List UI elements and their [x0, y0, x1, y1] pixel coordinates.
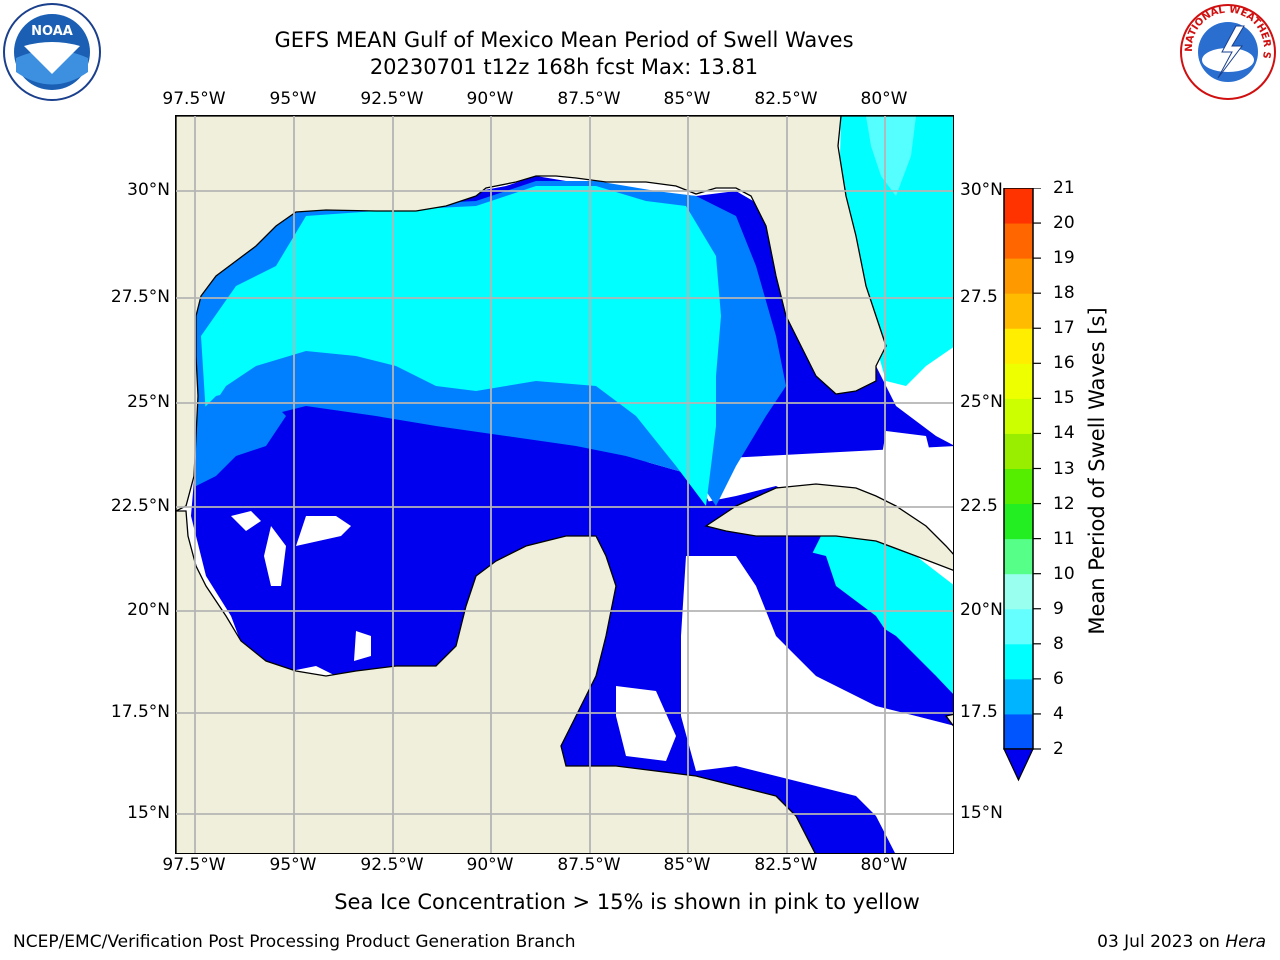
lon-label-top: 92.5°W [360, 89, 424, 109]
lat-label-left: 25°N [127, 392, 170, 412]
colorbar-segment [1004, 433, 1033, 469]
colorbar-tick-label: 6 [1053, 668, 1064, 689]
colorbar-segment [1004, 538, 1033, 575]
lat-label-right: 15°N [960, 803, 1003, 823]
lon-label-bottom: 97.5°W [162, 855, 226, 875]
lon-label-top: 82.5°W [754, 89, 818, 109]
swell-field-caribbean-4-6s [806, 526, 953, 694]
lon-label-bottom: 80°W [860, 855, 908, 875]
map-title: GEFS MEAN Gulf of Mexico Mean Period of … [274, 28, 854, 52]
land-cuba [704, 483, 953, 571]
swell-field-4-6s-south [196, 386, 286, 486]
lon-label-top: 95°W [269, 89, 317, 109]
colorbar-tick-label: 11 [1053, 528, 1075, 549]
sea-ice-note: Sea Ice Concentration > 15% is shown in … [334, 890, 920, 914]
colorbar-tick-label: 21 [1053, 178, 1075, 198]
lat-label-right: 22.5 [960, 496, 998, 516]
land-mexico-central-america [176, 510, 816, 853]
swell-field-caribbean-2-4s [786, 546, 953, 715]
swell-field-atlantic-4-6s [840, 116, 953, 386]
colorbar-segment [1004, 363, 1033, 399]
colorbar-segment [1004, 608, 1033, 645]
colorbar-title: Mean Period of Swell Waves [s] [1085, 307, 1109, 635]
colorbar-tick-label: 2 [1053, 739, 1064, 759]
colorbar-segment [1004, 223, 1033, 259]
colorbar-tick-label: 14 [1053, 423, 1075, 444]
lon-label-bottom: 82.5°W [754, 855, 818, 875]
colorbar-tick-label: 15 [1053, 388, 1075, 409]
colorbar-segments [1004, 188, 1033, 750]
lat-label-left: 22.5°N [110, 496, 170, 516]
lon-label-bottom: 87.5°W [557, 855, 621, 875]
footer-date-text: 03 Jul 2023 [1097, 932, 1194, 952]
svg-text:NOAA: NOAA [31, 24, 73, 39]
colorbar-ticks [1033, 188, 1041, 750]
lat-label-left: 15°N [127, 803, 170, 823]
colorbar-tick-label: 17 [1053, 318, 1075, 339]
footer-branch: NCEP/EMC/Verification Post Processing Pr… [13, 932, 576, 952]
colorbar-tick-label: 10 [1053, 563, 1075, 584]
colorbar-tick-label: 4 [1053, 703, 1064, 724]
footer-on-text: on [1198, 932, 1220, 952]
colorbar-segment [1004, 643, 1033, 680]
lat-label-right: 30°N [960, 180, 1003, 200]
swell-field-atlantic-6-8s [866, 116, 916, 196]
colorbar [1003, 188, 1041, 782]
lon-label-bottom: 85°W [663, 855, 711, 875]
colorbar-segment [1004, 503, 1033, 540]
nws-logo: NATIONAL WEATHER SERVICE [1178, 2, 1276, 100]
land-jamaica [944, 713, 953, 727]
colorbar-tick-label: 13 [1053, 458, 1075, 479]
lon-label-bottom: 92.5°W [360, 855, 424, 875]
colorbar-segment [1004, 398, 1033, 434]
colorbar-segment [1004, 573, 1033, 610]
map-subtitle: 20230701 t12z 168h fcst Max: 13.81 [369, 55, 759, 79]
lon-label-top: 97.5°W [162, 89, 226, 109]
lon-label-bottom: 95°W [269, 855, 317, 875]
swell-field-under-2-gulf [191, 406, 716, 676]
colorbar-segment [1004, 678, 1033, 715]
footer-date: 03 Jul 2023 on Hera [1097, 932, 1266, 952]
lat-label-right: 17.5 [960, 702, 998, 722]
colorbar-tick-label: 18 [1053, 283, 1075, 304]
colorbar-segment [1004, 258, 1033, 294]
lon-label-bottom: 90°W [466, 855, 514, 875]
colorbar-tick-label: 20 [1053, 213, 1075, 234]
colorbar-tick-label: 9 [1053, 598, 1064, 619]
lat-label-left: 30°N [127, 180, 170, 200]
noaa-logo: NOAA [3, 3, 101, 101]
lat-label-right: 27.5 [960, 287, 998, 307]
colorbar-segment [1004, 713, 1033, 750]
colorbar-under-arrow [1003, 748, 1034, 782]
swell-period-map [175, 115, 954, 854]
land-united-states [176, 116, 953, 512]
lon-label-top: 87.5°W [557, 89, 621, 109]
colorbar-tick-label: 16 [1053, 353, 1075, 374]
lat-label-right: 25°N [960, 392, 1003, 412]
colorbar-segment [1004, 328, 1033, 364]
lat-label-left: 20°N [127, 600, 170, 620]
lat-label-left: 27.5°N [110, 287, 170, 307]
lat-label-right: 20°N [960, 600, 1003, 620]
colorbar-segment [1004, 468, 1033, 505]
map-canvas [176, 116, 953, 853]
lon-label-top: 85°W [663, 89, 711, 109]
colorbar-segment [1004, 188, 1033, 224]
colorbar-tick-label: 19 [1053, 248, 1075, 269]
lat-lon-grid [176, 116, 953, 853]
lat-label-left: 17.5°N [110, 702, 170, 722]
lon-label-top: 90°W [466, 89, 514, 109]
colorbar-tick-label: 12 [1053, 493, 1075, 514]
swell-field-4-6s [201, 186, 721, 506]
lon-label-top: 80°W [860, 89, 908, 109]
colorbar-segment [1004, 293, 1033, 329]
blank-patch-1 [616, 686, 676, 761]
colorbar-tick-label: 8 [1053, 633, 1064, 654]
footer-machine: Hera [1225, 932, 1266, 952]
